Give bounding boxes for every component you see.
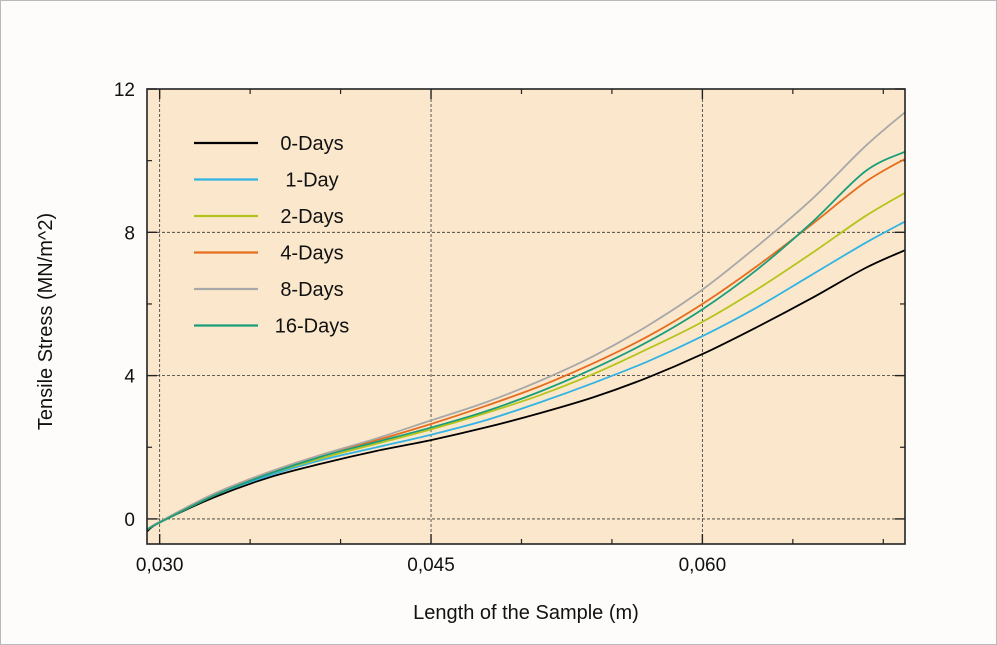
legend-label-0-days: 0-Days [280,133,343,155]
y-tick-label: 8 [124,223,135,244]
legend-label-4-days: 4-Days [280,243,343,265]
x-tick-label: 0,030 [136,555,184,576]
y-tick-label: 4 [124,367,135,388]
x-axis-title: Length of the Sample (m) [413,602,639,624]
x-tick-label: 0,060 [679,555,727,576]
y-tick-label: 0 [124,510,135,531]
legend: 0-Days 1-Day 2-Days 4-Days 8-Days 16-Days [194,133,349,338]
legend-label-2-days: 2-Days [280,206,343,228]
y-axis-title: Tensile Stress (MN/m^2) [35,213,57,430]
series-line-16-days [146,150,906,531]
grid-lines [147,89,905,544]
series-line-8-days [146,111,906,531]
legend-label-8-days: 8-Days [280,279,343,301]
y-tick-label: 12 [114,80,135,101]
series-lines [146,111,906,533]
series-line-0-days [146,249,906,533]
legend-label-1-day: 1-Day [285,170,338,192]
tick-labels: 0,030 0,045 0,060 0 4 8 12 [114,80,726,576]
axis-ticks [147,88,905,544]
legend-label-16-days: 16-Days [275,316,349,338]
x-tick-label: 0,045 [407,555,455,576]
plot-border [146,88,906,545]
